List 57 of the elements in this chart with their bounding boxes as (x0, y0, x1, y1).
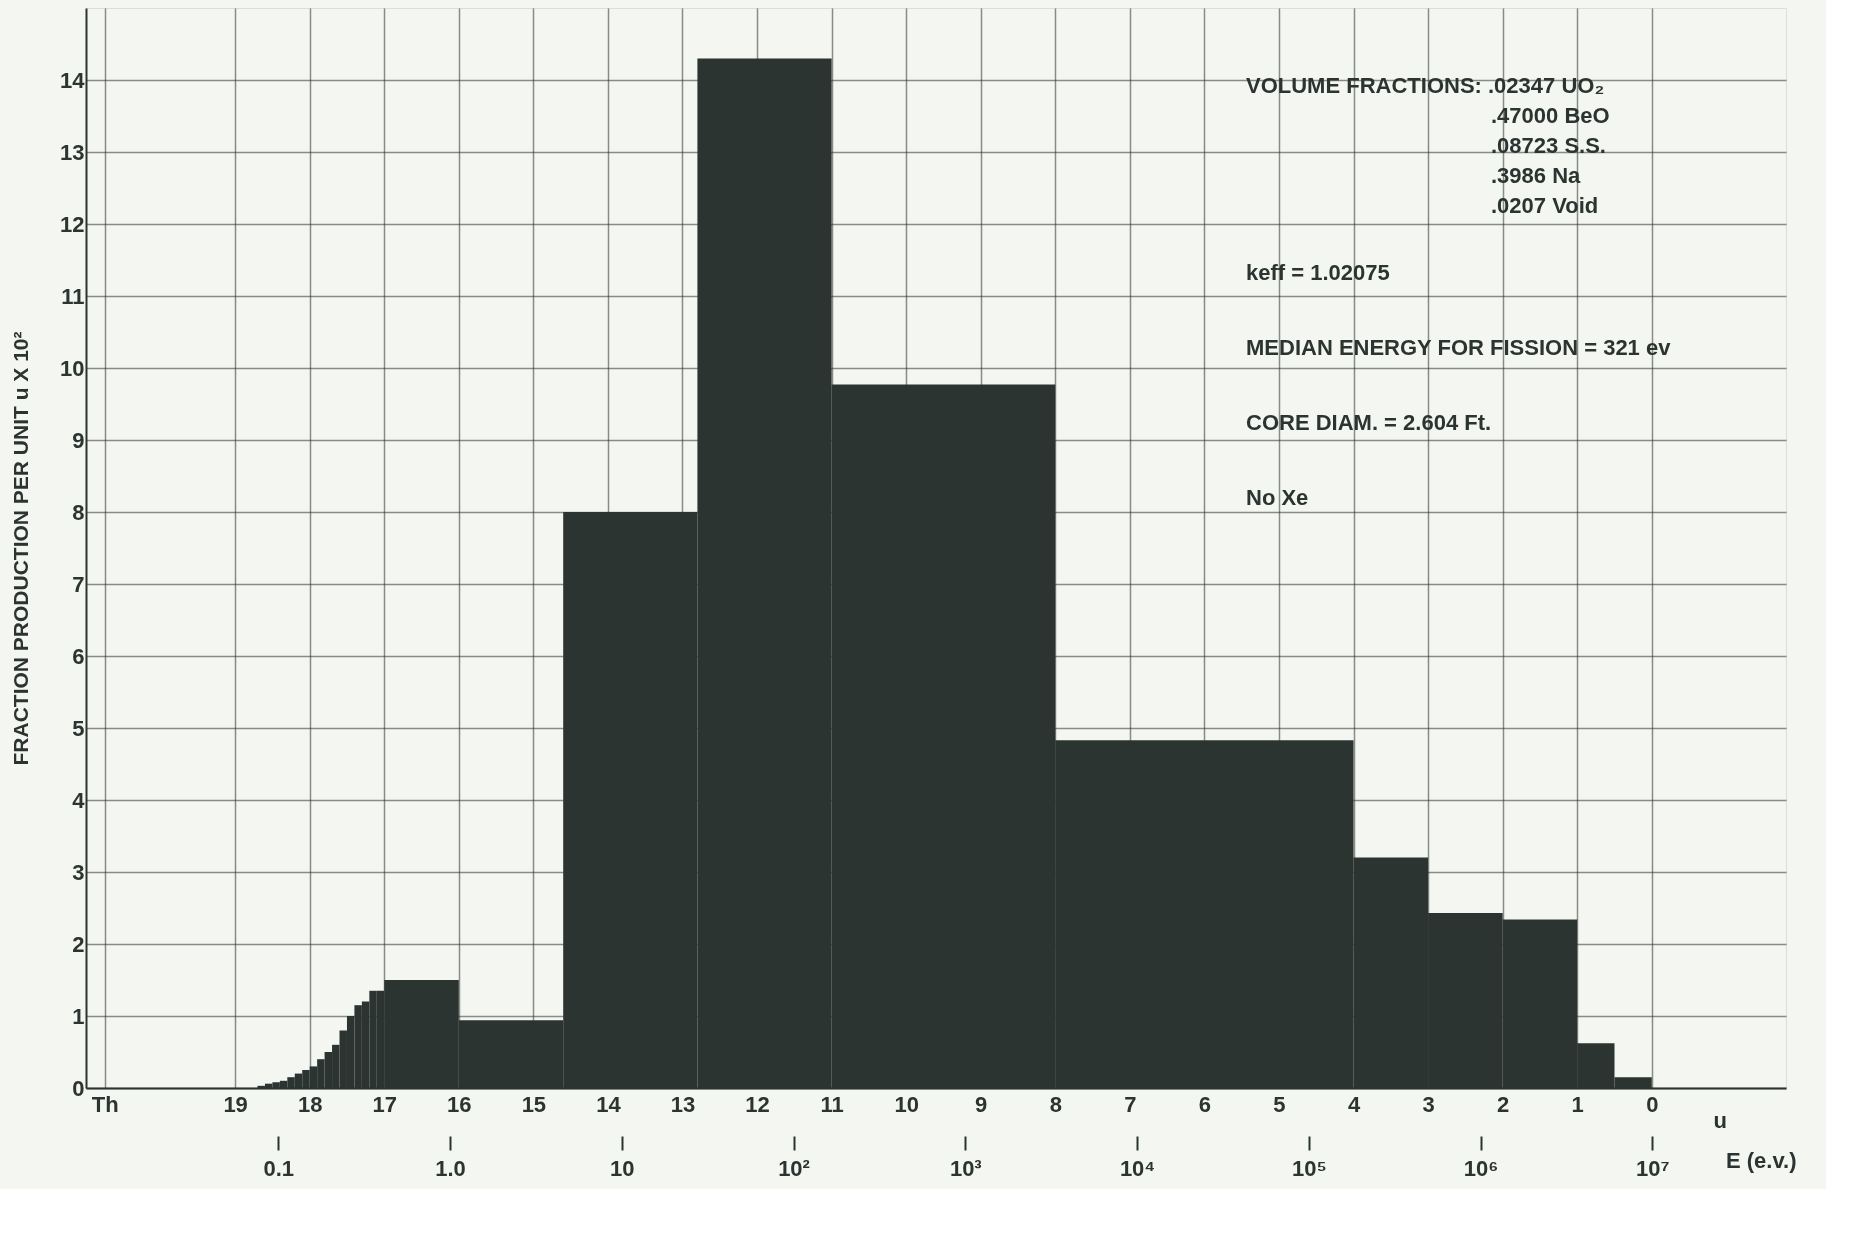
x-tick-label: 14 (596, 1091, 622, 1117)
x-tick-label: 8 (1049, 1091, 1062, 1117)
annotation: CORE DIAM. = 2.604 Ft. (1246, 410, 1492, 435)
y-tick-label: 4 (72, 787, 86, 813)
y-tick-label: 6 (72, 643, 85, 669)
y-tick-label: 3 (72, 859, 85, 885)
y-tick-label: 1 (72, 1003, 85, 1029)
x2-tick-label: 10³ (949, 1155, 982, 1181)
y-tick-label: 12 (60, 211, 85, 237)
x2-tick-label: 10⁵ (1291, 1155, 1327, 1181)
x-tick-label: 19 (223, 1091, 248, 1117)
annotation: .0207 Void (1491, 193, 1599, 218)
x-tick-label: 13 (670, 1091, 696, 1117)
x-tick-label: 4 (1347, 1091, 1361, 1117)
x-tick-label: Th (91, 1091, 119, 1117)
annotation: .47000 BeO (1491, 103, 1610, 128)
x2-tick-label: 10⁷ (1636, 1155, 1670, 1181)
annotation: No Xe (1246, 485, 1309, 510)
x-tick-label: 1 (1571, 1091, 1584, 1117)
y-tick-label: 5 (72, 715, 85, 741)
x-tick-label: 18 (297, 1091, 323, 1117)
x-tick-label: 12 (745, 1091, 770, 1117)
x-tick-label: 6 (1198, 1091, 1212, 1117)
x2-tick-label: 10⁶ (1463, 1155, 1499, 1181)
x-tick-label: 10 (894, 1091, 919, 1117)
x-tick-label: 17 (372, 1091, 397, 1117)
x-tick-label: 9 (975, 1091, 988, 1117)
x2-tick-label: 0.1 (263, 1155, 295, 1181)
annotation: MEDIAN ENERGY FOR FISSION = 321 ev (1246, 335, 1672, 360)
y-tick-label: 2 (72, 931, 85, 957)
annotation: .08723 S.S. (1491, 133, 1606, 158)
x-tick-label: 16 (447, 1091, 472, 1117)
x2-tick-label: 10⁴ (1119, 1155, 1156, 1181)
x2-tick-label: 1.0 (435, 1155, 466, 1181)
y-tick-label: 9 (72, 427, 85, 453)
y-tick-label: 8 (72, 499, 85, 525)
x2-axis-title: E (e.v.) (1725, 1147, 1797, 1173)
y-tick-label: 11 (61, 283, 85, 309)
y-tick-label: 10 (60, 355, 85, 381)
y-axis-title: FRACTION PRODUCTION PER UNIT u X 10² (9, 331, 33, 766)
x-tick-label: 11 (820, 1091, 844, 1117)
annotation: .3986 Na (1491, 163, 1582, 188)
annotation: VOLUME FRACTIONS: .02347 UO₂ (1246, 73, 1605, 98)
x2-tick-label: 10² (778, 1155, 810, 1181)
y-tick-label: 13 (60, 139, 85, 165)
x-axis-title: u (1713, 1107, 1727, 1133)
y-tick-label: 0 (72, 1075, 85, 1101)
y-tick-label: 14 (60, 67, 86, 93)
annotation: keff = 1.02075 (1246, 260, 1390, 285)
y-tick-label: 7 (72, 571, 85, 597)
x-tick-label: 15 (521, 1091, 547, 1117)
x-tick-label: 3 (1422, 1091, 1435, 1117)
x-tick-label: 0 (1646, 1091, 1659, 1117)
x-tick-label: 7 (1124, 1091, 1137, 1117)
x-tick-label: 5 (1273, 1091, 1286, 1117)
x2-tick-label: 10 (610, 1155, 635, 1181)
x-tick-label: 2 (1497, 1091, 1510, 1117)
